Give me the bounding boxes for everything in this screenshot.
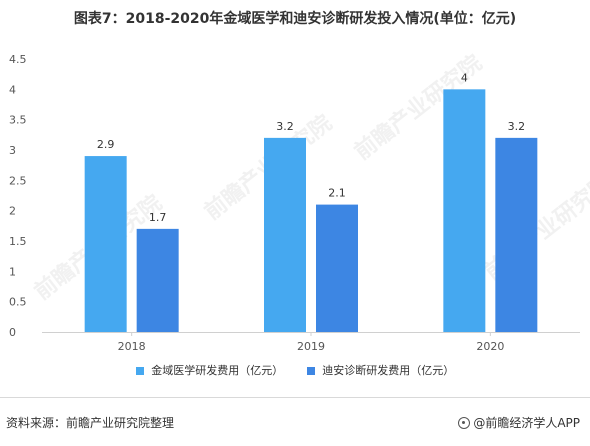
bar <box>443 89 486 332</box>
bar <box>264 137 306 332</box>
legend-label: 迪安诊断研发费用（亿元） <box>322 364 455 377</box>
data-label: 2.1 <box>328 187 346 200</box>
legend-item-series-1: 金域医学研发费用（亿元） <box>135 362 284 378</box>
brand-credit: @前瞻经济学人APP <box>458 414 580 431</box>
y-tick-label: 3.5 <box>9 114 27 127</box>
legend-item-series-2: 迪安诊断研发费用（亿元） <box>306 362 455 378</box>
y-tick-label: 0.5 <box>9 296 27 309</box>
x-tick-label: 2018 <box>118 340 146 353</box>
source-note: 资料来源：前瞻产业研究院整理 <box>6 416 175 430</box>
x-tick-label: 2019 <box>297 340 325 353</box>
bar-chart: 0 0.5 1 1.5 2 2.5 3 3.5 4 4.5 2018 2.9 1.7 2019 3.2 2.1… <box>9 53 580 353</box>
y-tick-label: 2 <box>9 205 16 218</box>
data-label: 2.9 <box>97 138 115 151</box>
brand-logo-icon <box>458 417 471 429</box>
data-label: 4 <box>461 71 468 84</box>
y-tick-label: 4 <box>9 83 16 96</box>
bar <box>84 156 127 332</box>
y-tick-label: 3 <box>9 144 16 157</box>
data-label: 3.2 <box>508 120 526 133</box>
y-tick-label: 4.5 <box>9 53 27 66</box>
data-label: 3.2 <box>276 120 294 133</box>
data-label: 1.7 <box>149 211 167 224</box>
legend-label: 金域医学研发费用（亿元） <box>151 364 284 377</box>
chart-legend: 金域医学研发费用（亿元） 迪安诊断研发费用（亿元） <box>0 362 590 378</box>
legend-swatch <box>306 367 315 375</box>
x-tick-label: 2020 <box>476 340 504 353</box>
y-tick-label: 1.5 <box>9 235 27 248</box>
y-tick-label: 2.5 <box>9 174 27 187</box>
y-tick-label: 1 <box>9 265 16 278</box>
legend-swatch <box>135 367 144 375</box>
brand-label: @前瞻经济学人APP <box>473 416 580 430</box>
bar <box>316 204 358 332</box>
footer-divider <box>0 397 590 398</box>
y-tick-label: 0 <box>9 326 16 339</box>
bar <box>495 137 538 332</box>
chart-title: 图表7：2018-2020年金域医学和迪安诊断研发投入情况(单位：亿元) <box>73 11 517 27</box>
bar <box>136 228 179 332</box>
